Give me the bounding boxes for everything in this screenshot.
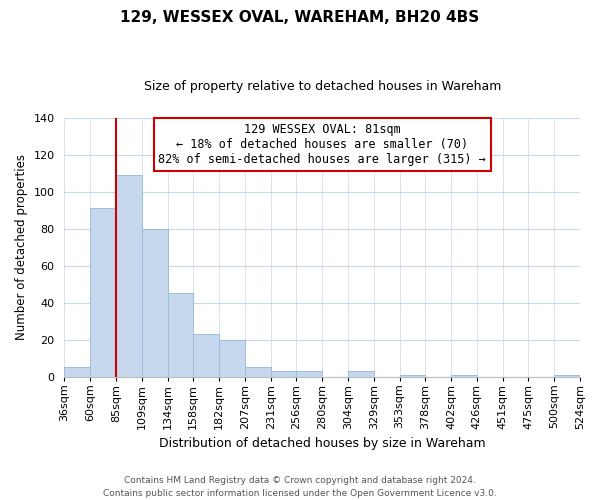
Bar bbox=[400, 375, 425, 376]
Bar bbox=[90, 208, 116, 376]
X-axis label: Distribution of detached houses by size in Wareham: Distribution of detached houses by size … bbox=[159, 437, 485, 450]
Bar bbox=[296, 371, 322, 376]
Bar bbox=[245, 368, 271, 376]
Bar bbox=[64, 368, 90, 376]
Bar bbox=[554, 375, 580, 376]
Bar bbox=[142, 229, 167, 376]
Text: Contains HM Land Registry data © Crown copyright and database right 2024.
Contai: Contains HM Land Registry data © Crown c… bbox=[103, 476, 497, 498]
Bar bbox=[193, 334, 219, 376]
Bar bbox=[116, 175, 142, 376]
Bar bbox=[451, 375, 477, 376]
Title: Size of property relative to detached houses in Wareham: Size of property relative to detached ho… bbox=[143, 80, 501, 93]
Text: 129, WESSEX OVAL, WAREHAM, BH20 4BS: 129, WESSEX OVAL, WAREHAM, BH20 4BS bbox=[121, 10, 479, 25]
Bar bbox=[219, 340, 245, 376]
Y-axis label: Number of detached properties: Number of detached properties bbox=[15, 154, 28, 340]
Bar bbox=[271, 371, 296, 376]
Bar bbox=[167, 294, 193, 376]
Text: 129 WESSEX OVAL: 81sqm
← 18% of detached houses are smaller (70)
82% of semi-det: 129 WESSEX OVAL: 81sqm ← 18% of detached… bbox=[158, 123, 486, 166]
Bar bbox=[348, 371, 374, 376]
